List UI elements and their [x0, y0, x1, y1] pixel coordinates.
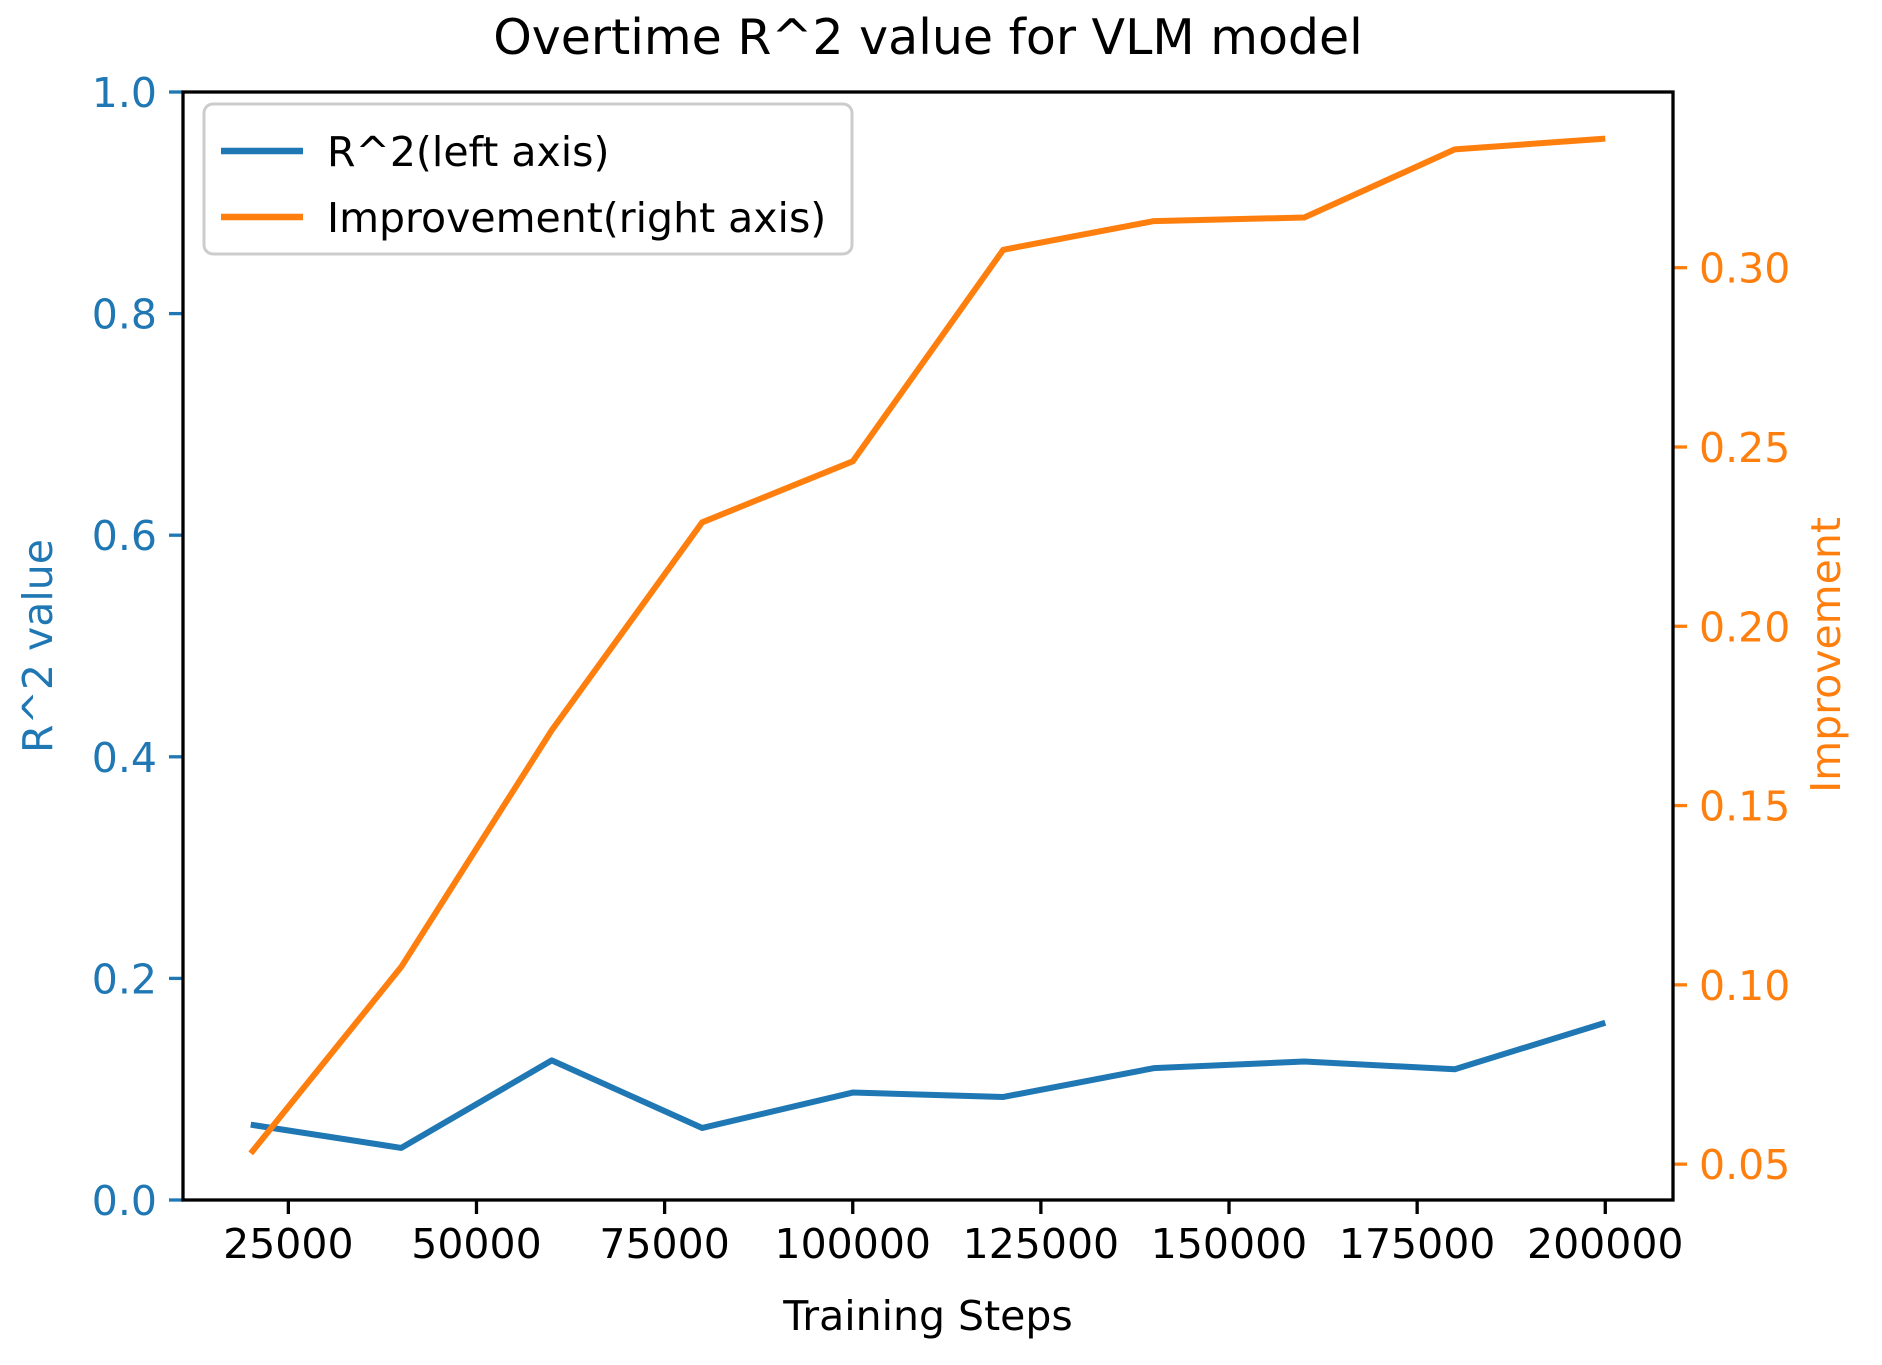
y-right-tick-label: 0.20 — [1699, 603, 1790, 651]
legend: R^2(left axis) Improvement(right axis) — [202, 102, 854, 256]
y-left-tick-label: 0.2 — [92, 955, 157, 1003]
chart-title: Overtime R^2 value for VLM model — [493, 9, 1363, 66]
legend-label-improvement: Improvement(right axis) — [327, 194, 826, 242]
y-left-tick-label: 1.0 — [92, 69, 157, 117]
x-tick-label: 100000 — [774, 1220, 931, 1268]
y-right-tick-label: 0.15 — [1699, 783, 1790, 831]
x-axis-label: Training Steps — [782, 1292, 1073, 1340]
y-right-tick-label: 0.05 — [1699, 1141, 1790, 1189]
legend-item-improvement: Improvement(right axis) — [221, 194, 826, 242]
y-right-tick-label: 0.30 — [1699, 245, 1790, 293]
legend-box — [202, 102, 854, 256]
y-right-tick-label: 0.25 — [1699, 424, 1790, 472]
x-tick-label: 200000 — [1527, 1220, 1684, 1268]
axes-spines — [181, 90, 1675, 1202]
plot-generated-layer: 25000 50000 75000 100000 125000 150000 175000 2… — [92, 69, 1791, 1268]
y-left-tick-label: 0.4 — [92, 734, 157, 782]
y-axis-label-right: Improvement — [1802, 517, 1850, 793]
r2-line — [250, 1019, 1607, 1151]
legend-label-r2: R^2(left axis) — [327, 128, 610, 176]
improvement-line — [248, 135, 1606, 1156]
x-tick-label: 75000 — [599, 1220, 729, 1268]
x-tick-label: 50000 — [411, 1220, 541, 1268]
x-tick-label: 175000 — [1339, 1220, 1496, 1268]
x-tick-label: 125000 — [963, 1220, 1120, 1268]
y-right-tick-label: 0.10 — [1699, 962, 1790, 1010]
y-axis-label-left: R^2 value — [14, 539, 62, 753]
x-tick-label: 25000 — [223, 1220, 353, 1268]
y-left-tick-label: 0.0 — [92, 1177, 157, 1225]
legend-item-r2: R^2(left axis) — [221, 128, 610, 176]
y-left-tick-label: 0.6 — [92, 512, 157, 560]
y-left-tick-label: 0.8 — [92, 291, 157, 339]
x-tick-label: 150000 — [1151, 1220, 1308, 1268]
